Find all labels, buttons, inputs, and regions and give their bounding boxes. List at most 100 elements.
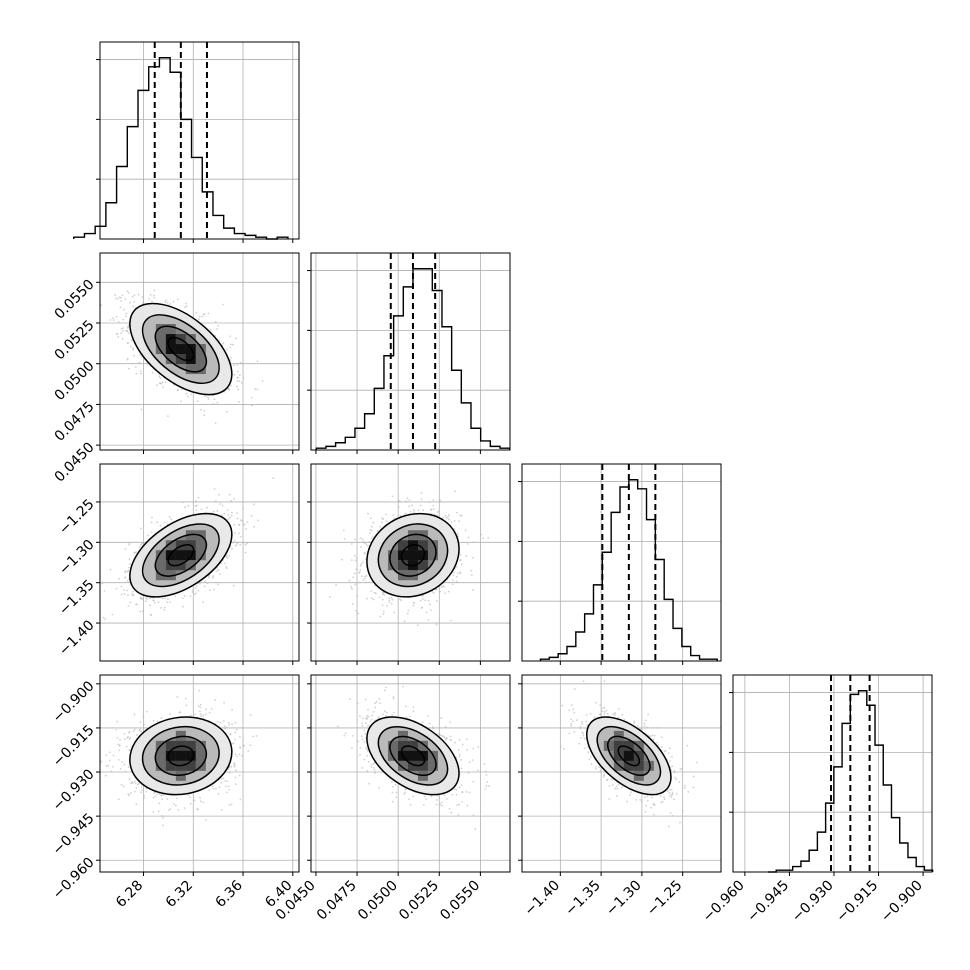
scatter-point (360, 545, 362, 548)
x-tick-label: 6.28 (113, 878, 146, 911)
scatter-point (459, 514, 461, 517)
density-cell (165, 334, 176, 345)
scatter-point (350, 586, 353, 588)
scatter-point (246, 542, 248, 545)
scatter-point (217, 568, 220, 571)
scatter-point (228, 803, 231, 806)
scatter-point (125, 315, 127, 318)
scatter-point (191, 588, 194, 591)
scatter-point (460, 563, 463, 566)
scatter-point (438, 510, 440, 513)
scatter-point (112, 765, 114, 768)
scatter-point (207, 398, 210, 401)
scatter-point (199, 713, 202, 716)
scatter-point (370, 525, 373, 528)
scatter-point (365, 575, 368, 577)
scatter-point (232, 584, 235, 587)
scatter-point (163, 521, 166, 524)
scatter-point (135, 803, 138, 806)
scatter-point (390, 603, 393, 605)
scatter-point (206, 582, 209, 585)
scatter-point (146, 598, 149, 601)
scatter-point (204, 580, 206, 583)
scatter-point (227, 518, 230, 521)
scatter-point (139, 610, 142, 613)
scatter-point (132, 348, 134, 351)
scatter-point (115, 587, 118, 590)
scatter-point (126, 342, 129, 345)
scatter-point (195, 585, 198, 587)
scatter-point (111, 613, 114, 616)
scatter-point (213, 487, 216, 490)
scatter-point (411, 504, 413, 507)
scatter-point (372, 598, 375, 601)
scatter-point (359, 537, 362, 540)
scatter-point (109, 319, 112, 321)
scatter-point (201, 315, 204, 318)
scatter-point (154, 601, 156, 604)
scatter-point (447, 516, 449, 518)
scatter-point (200, 408, 202, 411)
scatter-point (115, 315, 118, 318)
scatter-point (185, 392, 188, 395)
scatter-point (151, 300, 153, 303)
scatter-point (161, 597, 164, 600)
scatter-point (181, 597, 184, 600)
scatter-point (214, 422, 217, 425)
scatter-point (174, 595, 177, 598)
scatter-point (236, 512, 238, 515)
scatter-point (128, 541, 131, 544)
density-cell (387, 550, 398, 561)
scatter-point (408, 499, 411, 501)
scatter-point (382, 610, 385, 613)
scatter-point (219, 573, 221, 576)
scatter-point (149, 597, 152, 600)
scatter-point (238, 374, 241, 377)
scatter-point (122, 327, 125, 330)
scatter-point (217, 583, 219, 586)
scatter-point (364, 581, 367, 584)
scatter-point (379, 525, 382, 528)
scatter-point (141, 296, 144, 299)
scatter-point (158, 802, 161, 805)
scatter-point (122, 330, 124, 333)
scatter-point (176, 298, 179, 301)
scatter-point (213, 588, 215, 591)
scatter-point (123, 738, 126, 741)
density-cell (397, 550, 408, 561)
scatter-point (139, 370, 142, 373)
scatter-point (128, 558, 131, 561)
scatter-point (398, 500, 401, 503)
scatter-point (115, 728, 118, 731)
scatter-point (433, 513, 436, 516)
scatter-point (124, 576, 126, 579)
density-cell (417, 540, 428, 551)
scatter-point (233, 539, 236, 542)
y-tick-label: −0.900 (50, 678, 98, 726)
scatter-point (232, 343, 234, 346)
scatter-point (222, 303, 224, 306)
panel-frame (310, 463, 511, 662)
scatter-point (140, 372, 142, 375)
panel-density-1-0 (100, 289, 264, 425)
scatter-point (392, 514, 395, 517)
contour-line (129, 302, 233, 396)
scatter-point (455, 565, 458, 568)
scatter-point (240, 381, 243, 384)
scatter-point (157, 601, 160, 603)
y-tick-label: 0.0500 (52, 358, 98, 404)
scatter-point (381, 598, 384, 601)
scatter-point (366, 544, 369, 547)
scatter-point (238, 753, 241, 756)
scatter-point (100, 760, 103, 763)
scatter-point (470, 574, 473, 576)
scatter-point (456, 572, 459, 575)
scatter-point (388, 599, 391, 602)
scatter-point (131, 295, 134, 298)
scatter-point (422, 594, 425, 597)
scatter-point (199, 703, 202, 706)
scatter-point (370, 590, 373, 592)
scatter-point (123, 593, 126, 595)
scatter-point (354, 559, 357, 562)
scatter-point (236, 517, 239, 520)
